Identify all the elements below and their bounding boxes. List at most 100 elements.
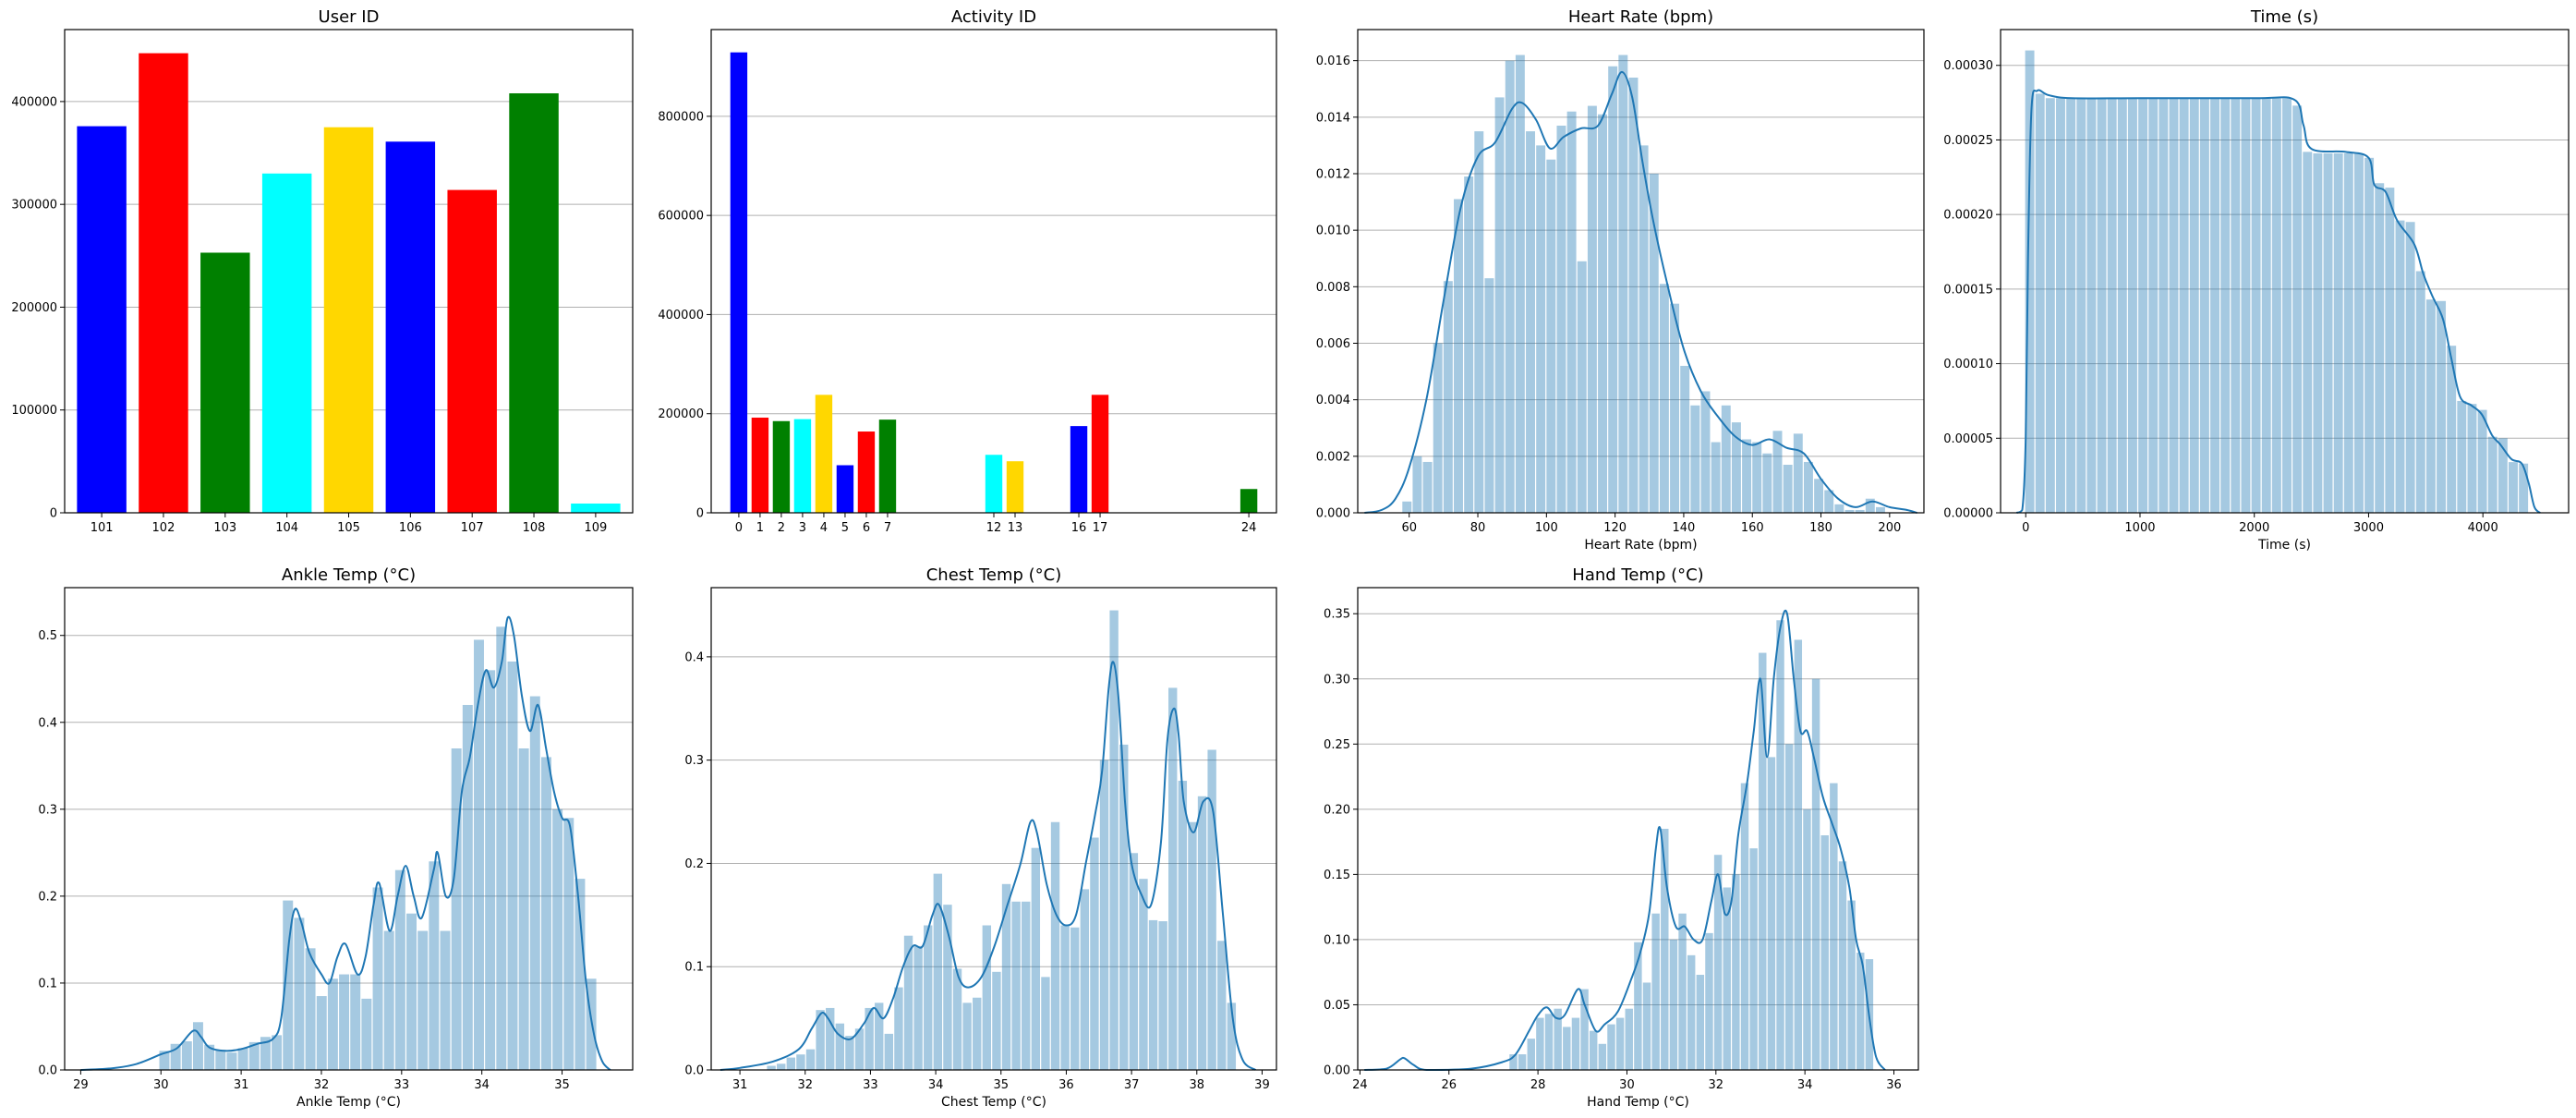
hist-bin-ankle-temp: [159, 1051, 170, 1070]
hist-bin-time: [2415, 271, 2425, 513]
hist-bin-ankle-temp: [372, 887, 383, 1070]
hist-bin-heart-rate: [1484, 278, 1494, 513]
panel-hand-temp: 0.00 0.05 0.10 0.15 0.20 0.25 0.30 0.35 24 26 28 30…: [1324, 565, 1919, 1110]
x-tick-label-activity-id: 24: [1241, 521, 1257, 535]
hist-bin-time: [2210, 98, 2220, 514]
hist-bin-ankle-temp: [507, 661, 518, 1070]
hist-bin-heart-rate: [1515, 55, 1525, 514]
hist-bin-chest-temp: [992, 971, 1001, 1070]
hist-bin-ankle-temp: [540, 757, 551, 1070]
hist-bin-chest-temp: [1070, 927, 1080, 1070]
hist-bin-chest-temp: [826, 1007, 835, 1070]
hist-bin-chest-temp: [1011, 901, 1021, 1070]
hist-bin-hand-temp: [1509, 1054, 1518, 1070]
y-tick-label-heart-rate: 0.000: [1316, 507, 1350, 521]
hist-bin-heart-rate: [1618, 55, 1628, 514]
hist-bin-hand-temp: [1661, 829, 1669, 1070]
panel-title-chest-temp: Chest Temp (°C): [926, 565, 1062, 585]
x-tick-label-chest-temp: 38: [1190, 1078, 1205, 1092]
x-tick-label-chest-temp: 32: [797, 1078, 813, 1092]
hist-bin-heart-rate: [1474, 131, 1484, 513]
y-tick-label-heart-rate: 0.008: [1316, 281, 1350, 295]
hist-bin-ankle-temp: [170, 1043, 181, 1070]
hist-bin-hand-temp: [1794, 639, 1803, 1070]
x-tick-label-chest-temp: 33: [863, 1078, 878, 1092]
hist-bin-time: [2303, 152, 2313, 513]
hist-bin-hand-temp: [1784, 744, 1794, 1070]
x-tick-label-activity-id: 6: [863, 521, 870, 535]
x-tick-label-heart-rate: 200: [1878, 521, 1901, 535]
x-tick-label-ankle-temp: 31: [234, 1078, 249, 1092]
hist-bin-hand-temp: [1580, 989, 1589, 1070]
hist-bin-hand-temp: [1615, 1017, 1625, 1070]
x-tick-label-heart-rate: 180: [1809, 521, 1832, 535]
hist-bin-hand-temp: [1732, 874, 1740, 1070]
y-tick-label-hand-temp: 0.30: [1324, 673, 1350, 687]
hist-bin-chest-temp: [1158, 921, 1167, 1070]
plot-area-chest-temp: 0.0 0.1 0.2 0.3 0.4 31 32 33 34 35 36 37 38 39: [684, 587, 1277, 1092]
hist-bin-ankle-temp: [394, 869, 405, 1070]
hist-bin-ankle-temp: [574, 879, 586, 1070]
hist-bin-hand-temp: [1740, 783, 1749, 1070]
hist-bin-time: [2127, 98, 2137, 514]
hist-bin-hand-temp: [1713, 855, 1723, 1070]
bar-user-id-109: [571, 503, 621, 513]
x-tick-label-user-id: 107: [461, 521, 484, 535]
hist-bin-ankle-temp: [260, 1037, 271, 1070]
y-tick-label-ankle-temp: 0.1: [38, 977, 57, 990]
y-tick-label-heart-rate: 0.002: [1316, 450, 1350, 464]
bar-activity-id-17: [1091, 395, 1109, 513]
hist-bin-heart-rate: [1721, 405, 1731, 513]
hist-bin-hand-temp: [1607, 1024, 1615, 1070]
y-tick-label-time: 0.00005: [1943, 432, 1993, 446]
hist-bin-hand-temp: [1838, 861, 1847, 1070]
hist-bin-hand-temp: [1642, 982, 1651, 1070]
hist-bin-hand-temp: [1705, 932, 1713, 1070]
y-tick-label-activity-id: 800000: [658, 110, 704, 124]
plot-area-hand-temp: 0.00 0.05 0.10 0.15 0.20 0.25 0.30 0.35 24 26 28 30…: [1324, 587, 1919, 1092]
hist-bin-ankle-temp: [327, 978, 338, 1070]
hist-bin-hand-temp: [1820, 835, 1829, 1070]
x-tick-label-hand-temp: 28: [1530, 1078, 1546, 1092]
hist-bin-time: [2467, 404, 2477, 513]
hist-bin-chest-temp: [1148, 919, 1158, 1070]
x-tick-label-heart-rate: 120: [1603, 521, 1627, 535]
hist-bin-time: [2148, 98, 2159, 514]
y-tick-label-activity-id: 0: [696, 507, 704, 521]
hist-bin-heart-rate: [1752, 442, 1762, 513]
hist-bin-ankle-temp: [248, 1041, 260, 1070]
y-tick-label-user-id: 100000: [11, 404, 57, 418]
bar-user-id-104: [261, 173, 312, 513]
hist-bin-heart-rate: [1875, 506, 1885, 513]
hist-bin-heart-rate: [1598, 114, 1608, 513]
hist-bin-time: [2353, 152, 2364, 513]
panel-title-user-id: User ID: [319, 7, 380, 27]
x-tick-label-hand-temp: 30: [1619, 1078, 1635, 1092]
hist-bin-hand-temp: [1803, 808, 1811, 1070]
hist-bin-heart-rate: [1680, 365, 1690, 513]
hist-bin-ankle-temp: [474, 639, 484, 1070]
hist-bin-heart-rate: [1628, 77, 1639, 514]
panel-title-heart-rate: Heart Rate (bpm): [1568, 7, 1713, 27]
kde-curve-heart-rate: [1364, 70, 1917, 514]
y-tick-label-hand-temp: 0.05: [1324, 999, 1350, 1013]
hist-bin-time: [2364, 157, 2375, 513]
y-tick-label-heart-rate: 0.014: [1316, 111, 1350, 125]
hist-bin-time: [2405, 222, 2415, 513]
hist-bin-ankle-temp: [417, 930, 429, 1070]
x-tick-label-hand-temp: 26: [1441, 1078, 1457, 1092]
hist-bin-heart-rate: [1783, 465, 1793, 513]
hist-bin-ankle-temp: [552, 808, 563, 1070]
hist-bin-heart-rate: [1587, 105, 1597, 513]
panel-title-activity-id: Activity ID: [951, 7, 1036, 27]
hist-bin-chest-temp: [1001, 883, 1011, 1070]
x-tick-label-user-id: 102: [152, 521, 175, 535]
hist-bin-heart-rate: [1844, 509, 1855, 513]
x-tick-label-ankle-temp: 34: [474, 1078, 490, 1092]
hist-bin-hand-temp: [1634, 942, 1642, 1070]
x-tick-label-activity-id: 4: [820, 521, 828, 535]
y-tick-label-hand-temp: 0.00: [1324, 1064, 1350, 1078]
hist-bin-chest-temp: [913, 945, 923, 1070]
hist-bin-time: [2395, 220, 2405, 513]
hist-bin-hand-temp: [1554, 1008, 1562, 1070]
